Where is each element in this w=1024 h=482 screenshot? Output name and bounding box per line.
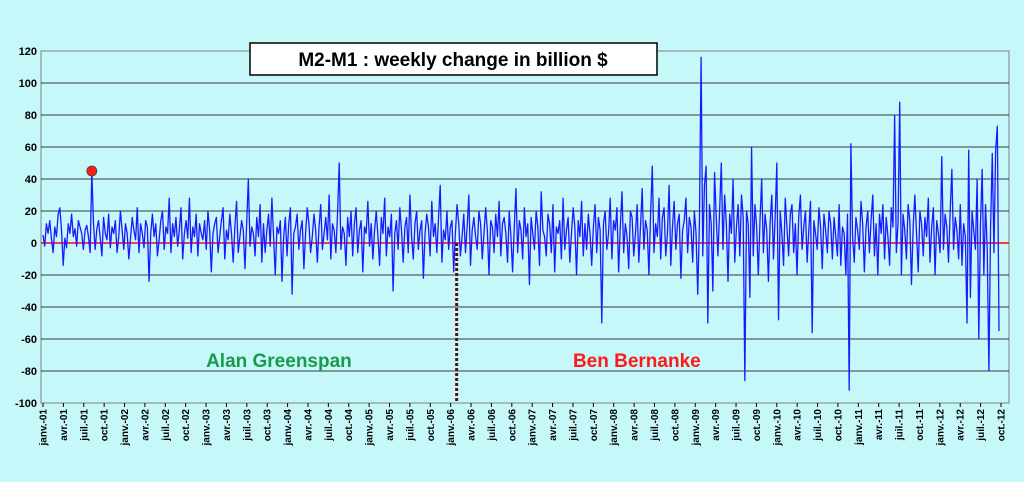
- x-tick-label: oct.-04: [344, 409, 355, 442]
- x-tick-label: juil.-08: [650, 409, 661, 442]
- y-tick-label: -100: [15, 398, 37, 410]
- x-axis: janv.-01 avr.-01 juil.-01 oct.-01 janv.-02 av…: [39, 403, 1008, 447]
- x-tick-label: avr.-09: [711, 409, 722, 441]
- series-layer: [42, 56, 1000, 391]
- x-tick-label: avr.-08: [630, 409, 641, 441]
- x-tick-label: avr.-11: [874, 409, 885, 441]
- x-tick-label: juil.-09: [732, 409, 743, 442]
- x-tick-label: oct.-06: [507, 409, 518, 442]
- x-tick-label: juil.-01: [79, 409, 90, 442]
- x-tick-label: juil.-04: [324, 409, 335, 442]
- x-tick-label: janv.-04: [283, 409, 294, 447]
- x-tick-label: janv.-10: [772, 409, 783, 447]
- x-tick-label: avr.-01: [59, 409, 70, 441]
- x-tick-label: avr.-02: [140, 409, 151, 441]
- y-tick-label: -60: [21, 334, 37, 346]
- x-tick-label: avr.-07: [548, 409, 559, 441]
- x-tick-label: avr.-04: [303, 409, 314, 441]
- x-tick-label: oct.-10: [833, 409, 844, 442]
- x-tick-label: oct.-08: [670, 409, 681, 442]
- y-axis: 120 100 80 60 40 20 0 -20 -40 -60 -80 -100: [15, 46, 37, 410]
- y-tick-label: 120: [19, 46, 37, 58]
- x-tick-label: avr.-06: [467, 409, 478, 441]
- x-tick-label: juil.-02: [161, 409, 172, 442]
- y-tick-label: 80: [25, 110, 37, 122]
- annotation-label: Ben Bernanke: [573, 351, 701, 372]
- y-tick-label: 20: [25, 206, 37, 218]
- x-tick-label: oct.-03: [263, 409, 274, 442]
- y-tick-label: 60: [25, 142, 37, 154]
- x-tick-label: janv.-02: [120, 409, 131, 447]
- y-tick-label: -80: [21, 366, 37, 378]
- x-tick-label: oct.-05: [426, 409, 437, 442]
- x-tick-label: janv.-05: [365, 409, 376, 447]
- x-tick-label: juil.-11: [895, 409, 906, 442]
- x-tick-label: avr.-10: [793, 409, 804, 441]
- x-tick-label: oct.-07: [589, 409, 600, 442]
- x-tick-label: oct.-02: [181, 409, 192, 442]
- x-tick-label: juil.-10: [813, 409, 824, 442]
- chart-title: M2-M1 : weekly change in billion $: [298, 50, 608, 71]
- annotation-label: Alan Greenspan: [206, 351, 352, 372]
- x-tick-label: janv.-12: [935, 409, 946, 447]
- x-tick-label: oct.-01: [100, 409, 111, 442]
- x-tick-label: janv.-09: [691, 409, 702, 447]
- y-tick-label: -40: [21, 302, 37, 314]
- x-tick-label: avr.-03: [222, 409, 233, 441]
- x-tick-label: juil.-05: [405, 409, 416, 442]
- title-box: [249, 42, 658, 76]
- x-tick-label: juil.-12: [976, 409, 987, 442]
- x-tick-label: oct.-12: [997, 409, 1008, 442]
- x-tick-label: janv.-11: [854, 409, 865, 446]
- x-tick-label: oct.-11: [915, 409, 926, 441]
- x-tick-label: oct.-09: [752, 409, 763, 442]
- series-line: [42, 56, 1000, 391]
- x-tick-label: janv.-03: [202, 409, 213, 447]
- x-tick-label: janv.-06: [446, 409, 457, 447]
- x-tick-label: juil.-06: [487, 409, 498, 442]
- x-tick-label: avr.-12: [956, 409, 967, 441]
- highlight-marker: [86, 165, 98, 177]
- x-tick-label: janv.-08: [609, 409, 620, 447]
- marker-layer: [86, 165, 98, 177]
- title-group: M2-M1 : weekly change in billion $: [249, 42, 658, 76]
- y-tick-label: 40: [25, 174, 37, 186]
- x-tick-label: janv.-07: [528, 409, 539, 447]
- x-tick-label: juil.-07: [568, 409, 579, 442]
- x-tick-label: avr.-05: [385, 409, 396, 441]
- x-tick-label: janv.-01: [39, 409, 50, 447]
- x-tick-label: juil.-03: [242, 409, 253, 442]
- y-tick-label: 0: [31, 238, 37, 250]
- y-tick-label: 100: [19, 78, 37, 90]
- y-tick-label: -20: [21, 270, 37, 282]
- annotation-layer: Alan Greenspan Ben Bernanke: [206, 351, 701, 372]
